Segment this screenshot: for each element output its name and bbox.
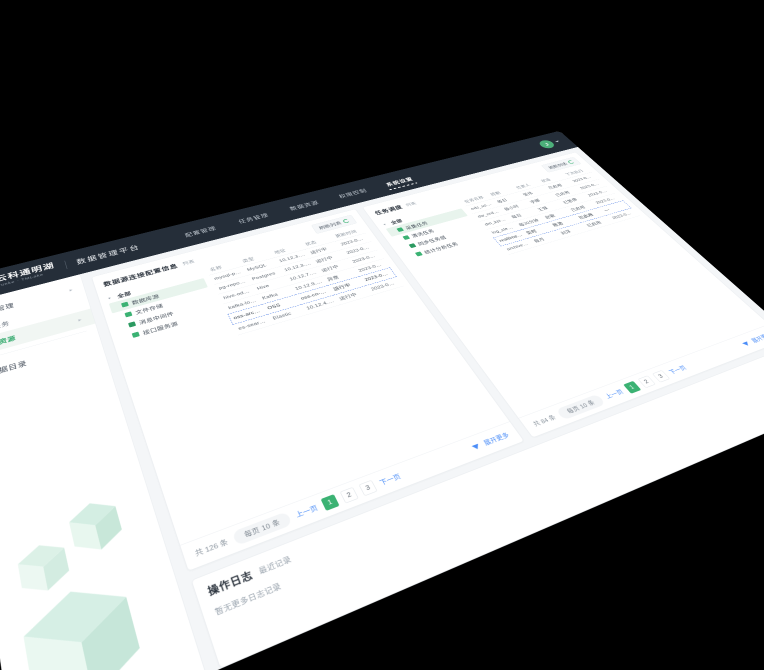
pager-right-page-3[interactable]: 3	[651, 370, 670, 383]
pager-right-page-2[interactable]: 2	[637, 375, 656, 389]
indent	[396, 239, 401, 240]
sidebar-item-1-label: 任务	[0, 320, 11, 331]
pager-left-footer-link[interactable]: 展开更多	[482, 432, 511, 447]
app-body: 服务管理 ▸ 任务 资源 ▸ 数据目录	[0, 146, 764, 670]
pager-left-page-1[interactable]: 1	[320, 494, 340, 511]
pager-right-next[interactable]: 下一页	[668, 365, 688, 376]
refresh-label-left: 刷新列表	[318, 220, 343, 231]
filter-icon[interactable]	[741, 341, 751, 347]
pager-right-page-1[interactable]: 1	[622, 380, 642, 394]
refresh-icon	[342, 218, 351, 224]
indent	[408, 256, 413, 257]
chevron-down-icon[interactable]	[555, 140, 560, 143]
folder-icon	[414, 251, 423, 257]
chevron-icon-2: ▸	[77, 317, 83, 323]
indent	[112, 306, 118, 308]
panel-left-subtitle: 列表	[181, 259, 196, 267]
pager-left-next[interactable]: 下一页	[378, 473, 403, 487]
filter-icon[interactable]	[471, 443, 481, 451]
brand-divider	[64, 260, 68, 269]
chevron-right-icon: ▾	[107, 295, 112, 301]
pager-left-page-3[interactable]: 3	[358, 479, 378, 497]
indent	[390, 231, 395, 232]
sidebar-item-2-label: 资源	[0, 334, 17, 346]
pager-left-page-2[interactable]: 2	[339, 486, 359, 504]
pager-left-prev[interactable]: 上一页	[294, 504, 320, 520]
app-window: Z 云科通明湖 Yunke · TMLake 数据管理平台 配置管理 任务管理 …	[0, 130, 764, 670]
pager-right-prev[interactable]: 上一页	[604, 388, 625, 401]
pager-right-total: 共 84 条	[532, 414, 558, 428]
indent	[402, 247, 407, 248]
panel-right-subtitle: 列表	[405, 201, 418, 208]
pager-right-footer-link[interactable]: 展开更多	[750, 332, 764, 344]
refresh-icon	[567, 159, 575, 165]
pager-left-total: 共 126 条	[194, 538, 230, 559]
indent	[115, 316, 121, 318]
folder-icon	[128, 321, 137, 328]
folder-icon	[396, 227, 405, 233]
folder-icon	[131, 331, 140, 338]
indent	[122, 337, 129, 339]
folder-icon	[402, 235, 411, 240]
chevron-icon-0: ▸	[68, 287, 74, 293]
sidebar-item-3-label: 数据目录	[0, 359, 28, 377]
folder-icon	[408, 243, 417, 249]
folder-icon	[124, 311, 133, 318]
indent	[118, 326, 125, 328]
chevron-right-icon: ▾	[382, 222, 387, 226]
refresh-label-right: 刷新列表	[547, 161, 569, 170]
folder-icon	[121, 301, 129, 308]
